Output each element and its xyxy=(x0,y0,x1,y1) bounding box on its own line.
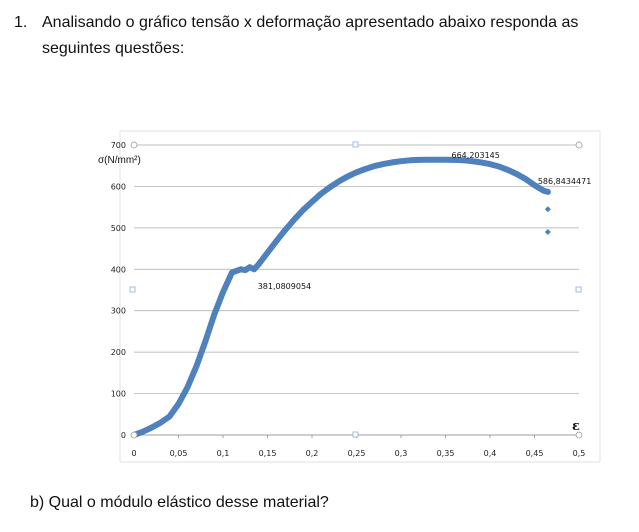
data-point xyxy=(544,188,551,195)
data-point xyxy=(148,424,155,431)
question-number: 1. xyxy=(14,14,28,31)
x-tick-label: 0,4 xyxy=(484,449,497,458)
resize-handle-bottom[interactable] xyxy=(352,431,359,438)
data-point xyxy=(300,207,307,214)
x-tick-label: 0,45 xyxy=(526,449,544,458)
resize-handle-bottom-right[interactable] xyxy=(575,431,583,439)
y-tick-label: 700 xyxy=(111,141,126,150)
data-point xyxy=(220,289,226,296)
data-point xyxy=(353,169,360,176)
data-point xyxy=(406,157,413,164)
data-point xyxy=(544,206,551,213)
question-line-2: seguintes questões: xyxy=(42,40,185,57)
data-point xyxy=(246,264,253,271)
resize-handle-bottom-left[interactable] xyxy=(130,431,138,439)
data-point xyxy=(255,261,262,268)
data-point xyxy=(242,267,249,274)
x-axis-label: ε xyxy=(572,419,580,434)
resize-handle-top-left[interactable] xyxy=(130,141,138,149)
x-tick-label: 0,2 xyxy=(306,449,319,458)
data-point xyxy=(139,428,146,435)
data-point xyxy=(522,175,529,182)
data-point xyxy=(264,249,271,256)
data-point xyxy=(273,238,280,245)
resize-handle-left[interactable] xyxy=(129,286,136,293)
data-point xyxy=(335,178,342,185)
data-point xyxy=(380,161,387,168)
y-tick-label: 300 xyxy=(111,307,126,316)
data-point xyxy=(495,163,502,170)
data-point xyxy=(424,156,431,163)
y-tick-label: 200 xyxy=(111,348,126,357)
data-point xyxy=(157,419,164,426)
data-point xyxy=(317,190,324,197)
data-point xyxy=(531,182,538,189)
data-point xyxy=(415,156,422,163)
data-label: 586,8434471 xyxy=(538,177,591,186)
chart-annotations: 381,0809054 664,203145 586,8434471 xyxy=(258,151,592,291)
data-point xyxy=(175,400,182,407)
y-axis-ticks: 0 100 200 300 400 500 600 700 xyxy=(111,141,126,440)
y-axis-label: σ(N/mm²) xyxy=(98,155,141,166)
data-point xyxy=(451,156,458,163)
resize-handle-top-right[interactable] xyxy=(575,141,583,149)
data-point xyxy=(251,266,258,273)
x-tick-label: 0 xyxy=(131,449,136,458)
resize-handle-top[interactable] xyxy=(352,141,359,148)
y-tick-label: 600 xyxy=(111,182,126,191)
question-line-1: Analisando o gráfico tensão x deformação… xyxy=(42,14,579,31)
data-point xyxy=(193,363,200,370)
data-point xyxy=(237,266,244,273)
x-axis-ticks: 0 0,05 0,1 0,15 0,2 0,25 0,3 0,35 0,4 0,45 0,5 xyxy=(131,449,585,458)
y-tick-label: 100 xyxy=(111,390,126,399)
data-point xyxy=(228,269,235,276)
data-point xyxy=(442,156,449,163)
data-point xyxy=(344,173,351,180)
data-point xyxy=(544,229,551,235)
y-tick-label: 500 xyxy=(111,224,126,233)
x-tick-label: 0,1 xyxy=(217,449,230,458)
data-point xyxy=(389,159,396,166)
chart-series xyxy=(131,156,551,438)
data-point xyxy=(282,226,289,233)
data-point xyxy=(166,413,173,420)
selection-handles[interactable] xyxy=(129,141,583,439)
x-tick-label: 0,05 xyxy=(170,449,188,458)
data-label: 381,0809054 xyxy=(258,282,311,291)
data-point xyxy=(211,311,218,318)
x-tick-label: 0,15 xyxy=(259,449,277,458)
data-point xyxy=(469,158,476,165)
data-point xyxy=(504,166,511,173)
data-point xyxy=(326,184,333,191)
sub-question-b: b) Qual o módulo elástico desse material… xyxy=(30,494,329,511)
y-tick-label: 0 xyxy=(121,431,126,440)
data-point xyxy=(202,338,209,345)
data-point xyxy=(309,198,315,205)
question-text: 1. Analisando o gráfico tensão x deformaç… xyxy=(14,10,634,62)
data-point xyxy=(184,384,191,391)
data-point xyxy=(398,158,404,165)
x-tick-label: 0,35 xyxy=(437,449,455,458)
x-tick-label: 0,25 xyxy=(348,449,366,458)
data-point xyxy=(513,171,520,177)
data-point xyxy=(433,156,440,163)
data-point xyxy=(487,161,493,168)
data-point xyxy=(540,187,547,194)
data-point xyxy=(362,166,369,173)
resize-handle-right[interactable] xyxy=(575,286,582,293)
y-tick-label: 400 xyxy=(111,265,126,274)
data-point xyxy=(291,216,298,223)
data-point xyxy=(371,163,378,170)
x-tick-label: 0,5 xyxy=(573,449,586,458)
x-tick-label: 0,3 xyxy=(395,449,408,458)
data-point xyxy=(478,159,485,166)
data-point xyxy=(460,157,467,164)
data-label: 664,203145 xyxy=(452,151,500,160)
